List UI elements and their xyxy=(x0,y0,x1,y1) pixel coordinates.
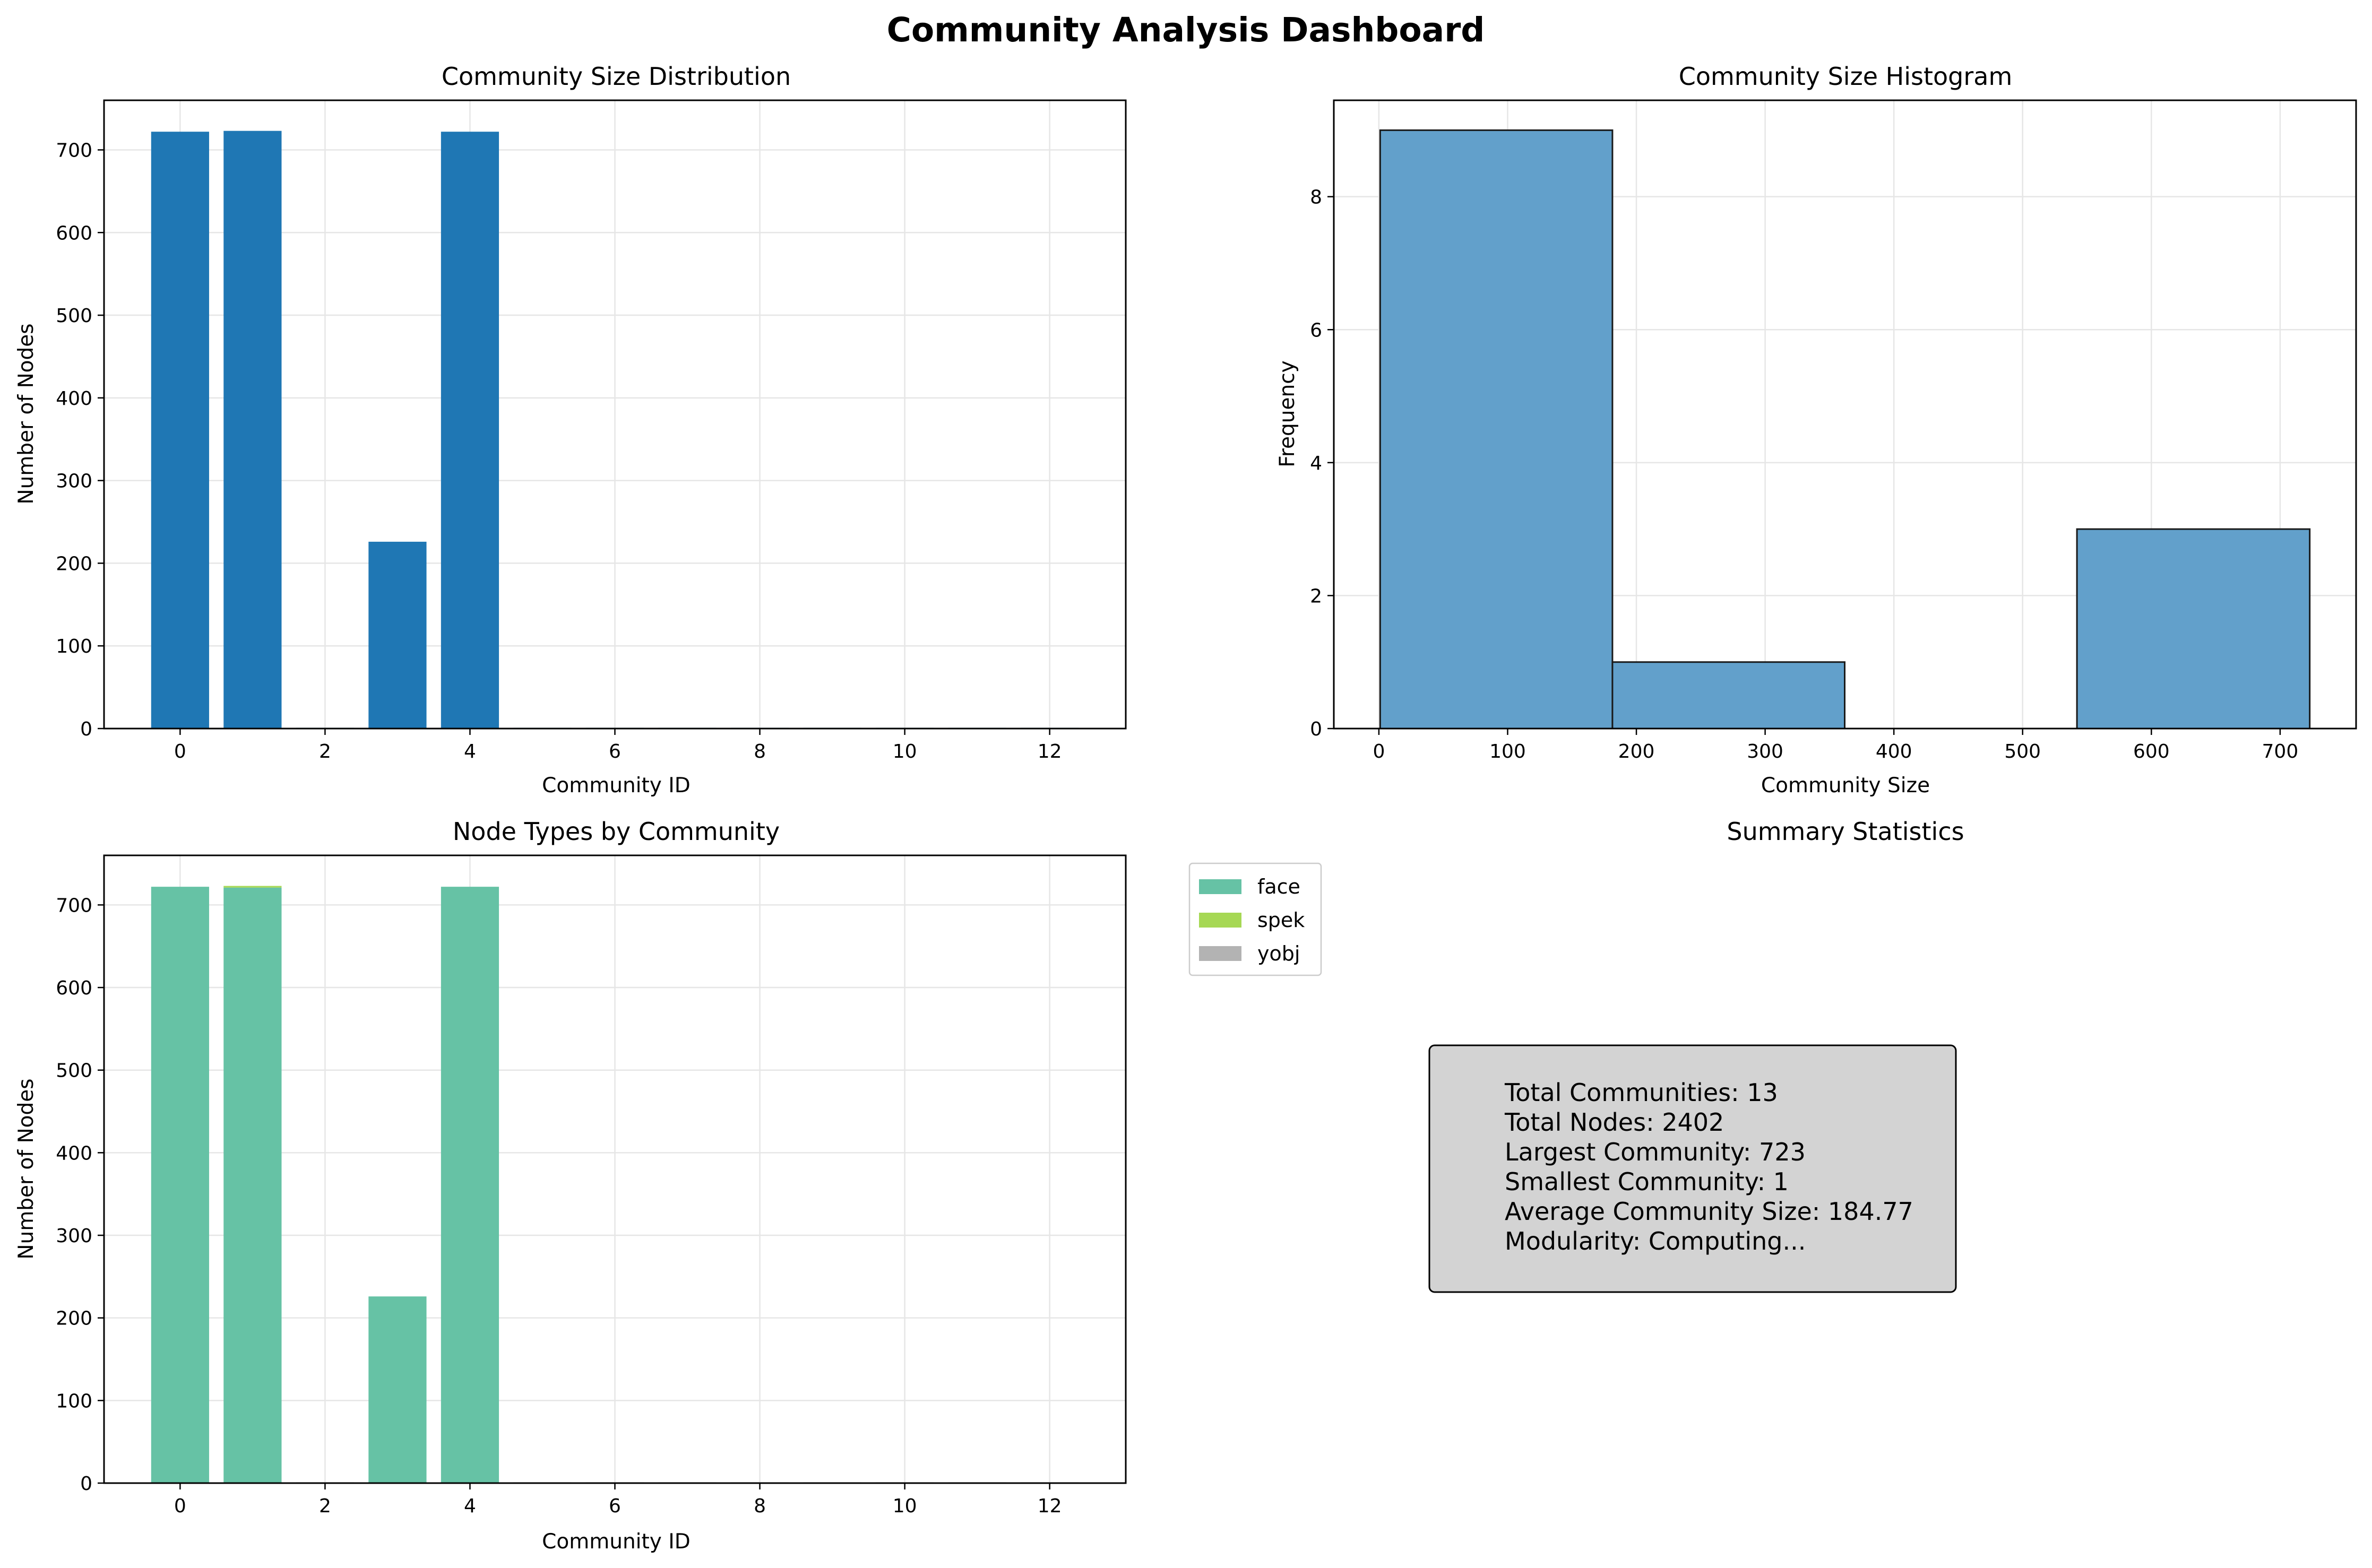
community-size-distribution-chart: Community Size Distribution Community ID… xyxy=(14,62,1127,798)
panel-title: Summary Statistics xyxy=(1727,817,1964,846)
x-tick-label: 300 xyxy=(1747,741,1783,763)
x-tick-label: 0 xyxy=(174,1495,186,1517)
y-tick-label: 6 xyxy=(1310,319,1322,341)
y-axis-label: Frequency xyxy=(1275,360,1299,467)
x-axis-label: Community Size xyxy=(1761,774,1930,798)
dashboard-title: Community Analysis Dashboard xyxy=(887,11,1485,49)
bar-community-0 xyxy=(151,132,209,729)
y-tick-label: 100 xyxy=(56,1390,92,1412)
legend-swatch-spek xyxy=(1199,913,1241,928)
x-tick-label: 0 xyxy=(1373,741,1385,763)
x-tick-label: 4 xyxy=(464,1495,476,1517)
y-tick-label: 100 xyxy=(56,636,92,657)
histogram-bin-3 xyxy=(2076,528,2311,730)
x-tick-label: 12 xyxy=(1038,741,1062,763)
bar-face-community-4 xyxy=(441,887,499,1483)
x-axis-label: Community ID xyxy=(542,1530,691,1554)
summary-line: Smallest Community: 1 xyxy=(1505,1167,1789,1196)
summary-line: Modularity: Computing... xyxy=(1505,1227,1806,1255)
summary-line: Total Nodes: 2402 xyxy=(1504,1108,1724,1137)
bar-community-3 xyxy=(368,541,427,729)
node-types-by-community-chart: Node Types by Community Community ID Num… xyxy=(14,817,1322,1554)
x-tick-label: 200 xyxy=(1618,741,1655,763)
y-tick-label: 8 xyxy=(1310,187,1322,209)
panel-title: Community Size Distribution xyxy=(442,62,791,91)
summary-line: Largest Community: 723 xyxy=(1505,1138,1806,1166)
y-tick-label: 0 xyxy=(80,718,92,740)
bar-community-4 xyxy=(441,132,499,729)
x-tick-label: 8 xyxy=(754,1495,766,1517)
legend-swatch-face xyxy=(1199,879,1241,894)
node-type-legend: face spek yobj xyxy=(1188,862,1322,976)
y-tick-label: 0 xyxy=(1310,718,1322,740)
y-tick-label: 4 xyxy=(1310,453,1322,474)
summary-line: Total Communities: 13 xyxy=(1504,1078,1778,1107)
summary-statistics-panel: Summary Statistics Total Communities: 13… xyxy=(1428,817,1964,1293)
x-tick-label: 12 xyxy=(1038,1495,1062,1517)
y-axis-label: Number of Nodes xyxy=(14,323,38,504)
y-tick-label: 300 xyxy=(56,471,92,492)
plot-frame xyxy=(103,854,1127,1484)
x-tick-label: 10 xyxy=(893,1495,917,1517)
bar-face-community-1 xyxy=(223,887,282,1483)
y-tick-label: 300 xyxy=(56,1225,92,1247)
legend-label-yobj: yobj xyxy=(1257,942,1300,965)
y-tick-label: 600 xyxy=(56,977,92,999)
community-size-histogram-chart: Community Size Histogram Community Size … xyxy=(1275,62,2357,798)
plot-frame xyxy=(1333,99,2357,730)
y-tick-label: 200 xyxy=(56,553,92,575)
summary-box xyxy=(1428,1044,1957,1293)
y-tick-label: 200 xyxy=(56,1308,92,1330)
x-tick-label: 6 xyxy=(609,741,621,763)
summary-line: Average Community Size: 184.77 xyxy=(1505,1197,1913,1226)
x-tick-label: 400 xyxy=(1876,741,1912,763)
legend-swatch-yobj xyxy=(1199,946,1241,961)
x-tick-label: 100 xyxy=(1489,741,1526,763)
x-axis-label: Community ID xyxy=(542,774,691,798)
x-tick-label: 10 xyxy=(893,741,917,763)
legend-label-face: face xyxy=(1257,875,1300,898)
y-tick-label: 600 xyxy=(56,222,92,244)
y-tick-label: 700 xyxy=(56,140,92,161)
plot-frame xyxy=(103,99,1127,730)
bar-spek-community-1 xyxy=(223,886,282,888)
bar-face-community-0 xyxy=(151,887,209,1483)
y-tick-label: 400 xyxy=(56,388,92,410)
x-tick-label: 4 xyxy=(464,741,476,763)
summary-text: Total Communities: 13 Total Nodes: 2402 La… xyxy=(1504,1078,1913,1255)
histogram-bin-0 xyxy=(1379,129,1614,730)
x-tick-label: 6 xyxy=(609,1495,621,1517)
y-tick-label: 500 xyxy=(56,305,92,327)
y-tick-label: 700 xyxy=(56,895,92,916)
x-tick-label: 2 xyxy=(319,1495,331,1517)
x-tick-label: 600 xyxy=(2133,741,2170,763)
y-tick-label: 2 xyxy=(1310,585,1322,607)
panel-title: Node Types by Community xyxy=(453,817,780,846)
x-tick-label: 700 xyxy=(2262,741,2299,763)
bar-community-1 xyxy=(223,131,282,729)
histogram-bin-1 xyxy=(1611,661,1846,730)
x-tick-label: 8 xyxy=(754,741,766,763)
y-tick-label: 400 xyxy=(56,1142,92,1164)
legend-label-spek: spek xyxy=(1257,908,1305,932)
x-tick-label: 0 xyxy=(174,741,186,763)
bar-face-community-3 xyxy=(368,1296,427,1483)
x-tick-label: 500 xyxy=(2004,741,2041,763)
y-axis-label: Number of Nodes xyxy=(14,1078,38,1259)
x-tick-label: 2 xyxy=(319,741,331,763)
y-tick-label: 500 xyxy=(56,1060,92,1082)
y-tick-label: 0 xyxy=(80,1473,92,1495)
panel-title: Community Size Histogram xyxy=(1679,62,2013,91)
